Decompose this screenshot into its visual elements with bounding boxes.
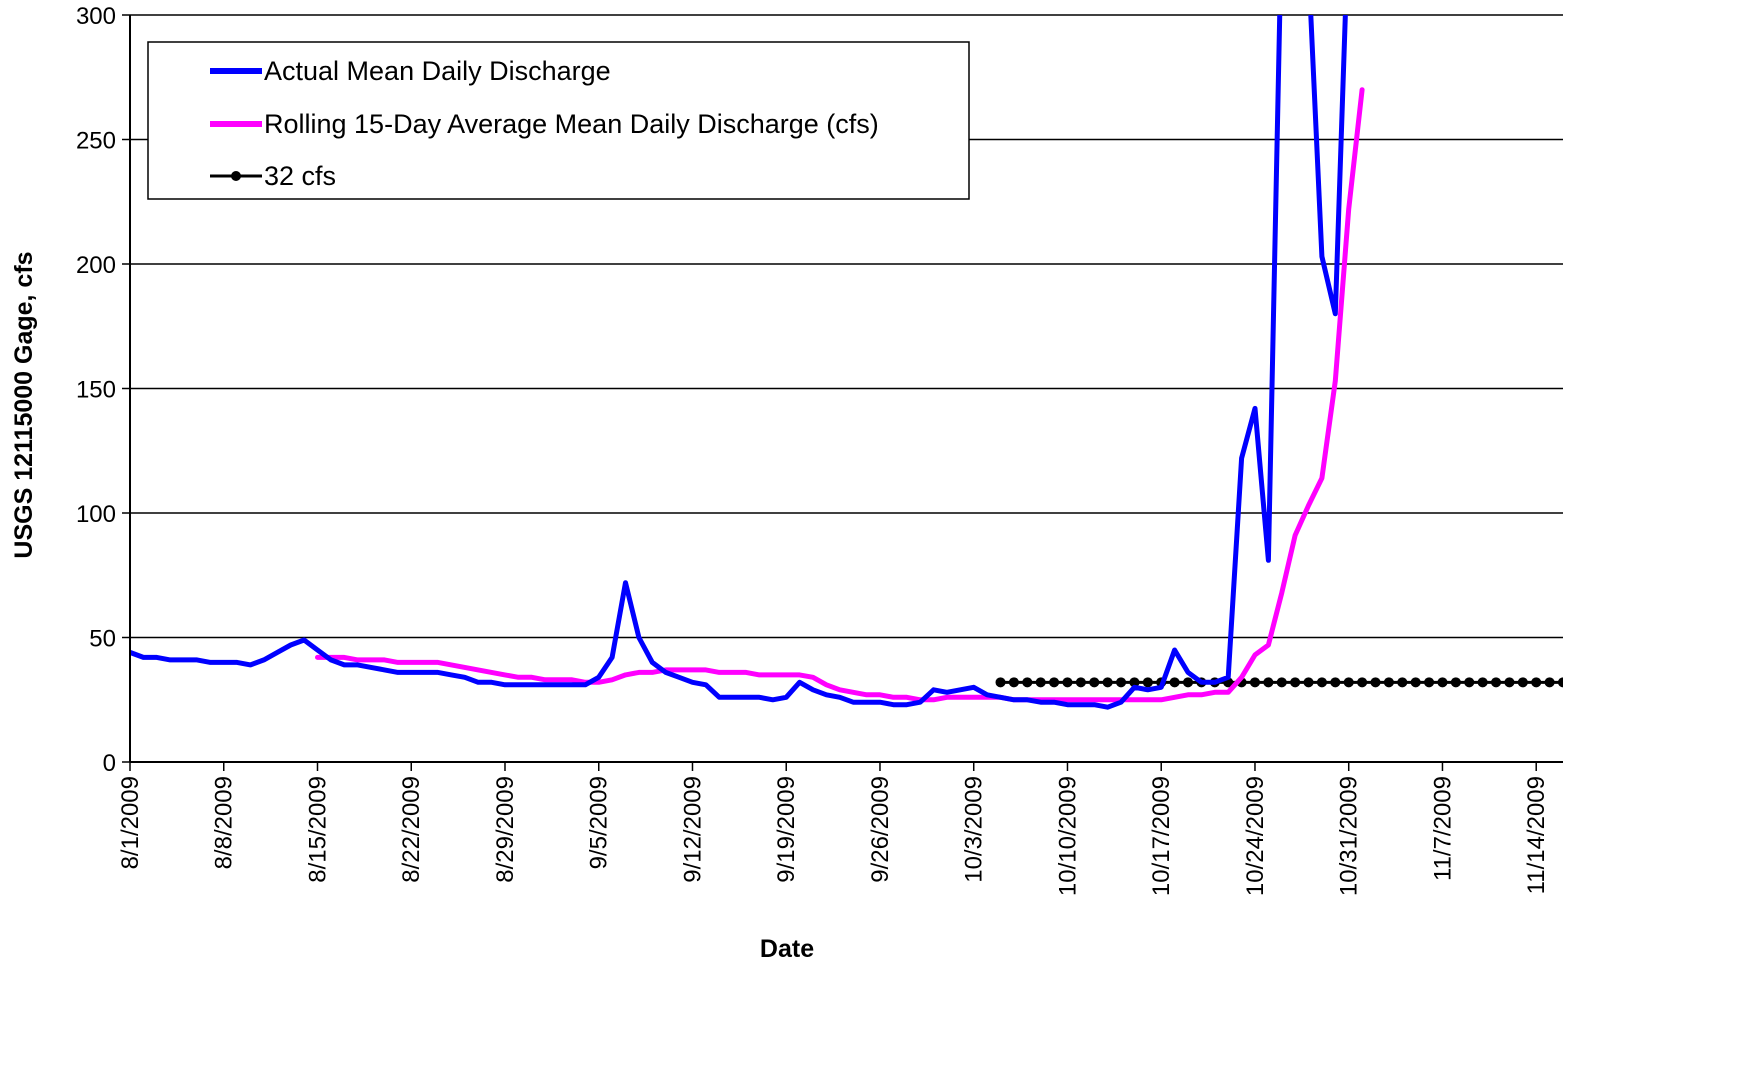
y-tick-label: 300 [76, 3, 116, 30]
x-tick-label: 9/19/2009 [773, 776, 800, 883]
legend-items: Actual Mean Daily Discharge Rolling 15-Da… [210, 56, 879, 191]
y-tick-label: 250 [76, 128, 116, 155]
series-32-cfs-marker [1129, 677, 1140, 688]
series-32-cfs-marker [1477, 677, 1488, 688]
x-tick-label: 10/24/2009 [1242, 776, 1269, 896]
x-tick-label: 9/26/2009 [867, 776, 894, 883]
series-layer [130, 15, 1563, 710]
series-32-cfs-marker [1424, 677, 1435, 688]
series-32-cfs-marker [1544, 677, 1555, 688]
x-tick-label: 8/1/2009 [117, 776, 144, 869]
series-32-cfs-marker [1008, 677, 1019, 688]
y-tick-labels: 0 50 100 150 200 250 300 [76, 3, 130, 777]
series-32-cfs-marker [1290, 677, 1301, 688]
series-32-cfs-marker [1022, 677, 1033, 688]
series-32-cfs-marker [1102, 677, 1113, 688]
x-tick-label: 10/10/2009 [1054, 776, 1081, 896]
x-tick-label: 8/15/2009 [304, 776, 331, 883]
series-32-cfs-marker [1035, 677, 1046, 688]
series-32-cfs-marker [1169, 677, 1180, 688]
series-actual-discharge-line [130, 15, 1348, 710]
legend-item: Actual Mean Daily Discharge [210, 56, 611, 86]
series-32-cfs-marker [1370, 677, 1381, 688]
series-32-cfs [995, 677, 1563, 688]
x-tick-label: 8/29/2009 [492, 776, 519, 883]
series-32-cfs-marker [1330, 677, 1341, 688]
legend-item: Rolling 15-Day Average Mean Daily Discha… [210, 109, 879, 139]
series-32-cfs-marker [1531, 677, 1542, 688]
series-32-cfs-marker [1249, 677, 1260, 688]
y-tick-label: 100 [76, 501, 116, 528]
x-tick-label: 10/3/2009 [961, 776, 988, 883]
series-32-cfs-marker [1089, 677, 1100, 688]
legend-box [147, 41, 970, 200]
x-tick-label: 8/22/2009 [398, 776, 425, 883]
x-tick-label: 8/8/2009 [211, 776, 238, 869]
x-tick-label: 11/7/2009 [1429, 776, 1456, 881]
series-32-cfs-marker [1491, 677, 1502, 688]
x-axis-title: Date [760, 935, 814, 963]
y-axis-title: USGS 12115000 Gage, cfs [10, 251, 38, 558]
plot-area [130, 15, 1563, 710]
series-32-cfs-marker [1183, 677, 1194, 688]
x-tick-labels: 8/1/2009 8/8/2009 8/15/2009 8/22/2009 8/29/2… [117, 762, 1550, 896]
series-32-cfs-marker [1450, 677, 1461, 688]
series-32-cfs-marker [1316, 677, 1327, 688]
series-32-cfs-marker [1558, 677, 1563, 688]
series-rolling-average-line [315, 87, 1365, 703]
series-32-cfs-marker [1049, 677, 1060, 688]
series-32-cfs-marker [1464, 677, 1475, 688]
x-tick-label: 10/17/2009 [1148, 776, 1175, 896]
series-32-cfs-marker [1397, 677, 1408, 688]
x-tick-label: 11/14/2009 [1523, 776, 1550, 894]
legend-marker [231, 171, 241, 181]
series-32-cfs-marker [1410, 677, 1421, 688]
series-32-cfs-marker [1517, 677, 1528, 688]
legend: Actual Mean Daily Discharge Rolling 15-Da… [147, 41, 970, 200]
legend-label: 32 cfs [264, 161, 336, 191]
series-32-cfs-marker [1357, 677, 1368, 688]
legend-label: Actual Mean Daily Discharge [264, 56, 611, 86]
y-tick-label: 150 [76, 377, 116, 404]
series-32-cfs-marker [1116, 677, 1127, 688]
y-tick-label: 200 [76, 252, 116, 279]
y-tick-label: 0 [103, 750, 116, 777]
series-32-cfs-marker [1263, 677, 1274, 688]
series-32-cfs-marker [1437, 677, 1448, 688]
legend-label: Rolling 15-Day Average Mean Daily Discha… [264, 109, 879, 139]
x-tick-label: 9/5/2009 [586, 776, 613, 869]
series-32-cfs-marker [1075, 677, 1086, 688]
series-32-cfs-marker [1276, 677, 1287, 688]
series-32-cfs-marker [1343, 677, 1354, 688]
series-32-cfs-marker [1303, 677, 1314, 688]
series-32-cfs-marker [1142, 677, 1153, 688]
series-32-cfs-marker [1062, 677, 1073, 688]
legend-item: 32 cfs [210, 161, 336, 191]
x-tick-label: 10/31/2009 [1336, 776, 1363, 896]
series-32-cfs-marker [1383, 677, 1394, 688]
series-32-cfs-marker [1504, 677, 1515, 688]
x-tick-label: 9/12/2009 [679, 776, 706, 883]
y-tick-label: 50 [89, 626, 116, 653]
series-32-cfs-marker [995, 677, 1006, 688]
